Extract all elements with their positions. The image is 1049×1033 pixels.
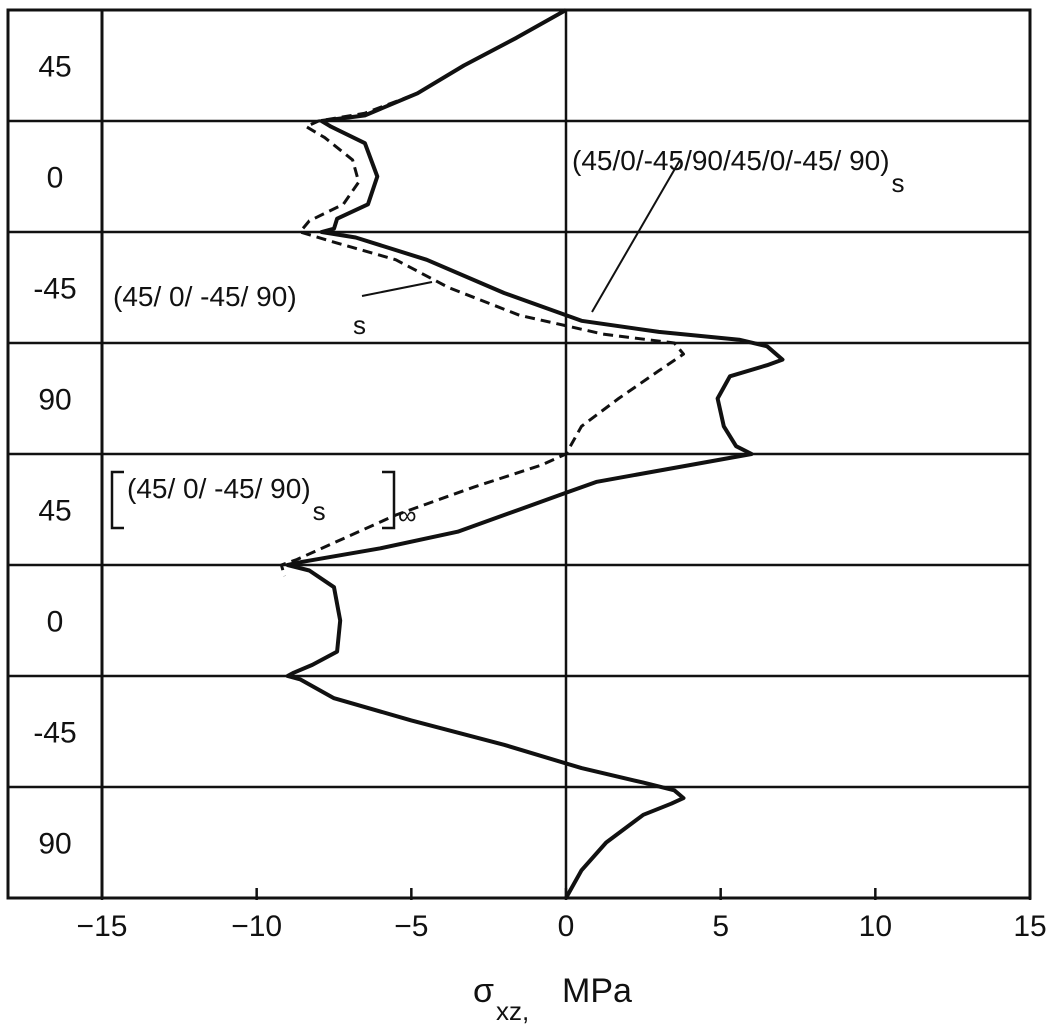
axis-frame	[6, 8, 1032, 900]
x-tick-label: 0	[558, 910, 575, 943]
layer-separator-lines	[8, 119, 1030, 789]
plot-frame	[6, 8, 1032, 900]
series-b-annotation-main: (45/ 0/ -45/ 90)	[113, 281, 297, 312]
x-tick-label: −10	[231, 910, 282, 943]
bracket-annotation-main: (45/ 0/ -45/ 90)	[127, 473, 311, 504]
x-axis-label-sub: xz,	[496, 996, 529, 1026]
ply-labels: 45 0 -45 90 45 0 -45 90	[33, 51, 76, 861]
ply-label: 90	[38, 828, 71, 861]
series-a-annotation-main: (45/0/-45/90/45/0/-45/ 90)	[572, 145, 890, 176]
bracket-right	[382, 470, 396, 530]
ply-label: -45	[33, 273, 76, 306]
bracket-left	[110, 470, 124, 530]
ply-label: 0	[47, 162, 64, 195]
series-lines	[279, 8, 785, 899]
ply-label: 45	[38, 495, 71, 528]
series-b-annotation: (45/ 0/ -45/ 90)	[113, 281, 297, 312]
series-a-annotation-sub: s	[892, 168, 905, 198]
bracket-annotation: (45/ 0/ -45/ 90)s	[127, 473, 326, 526]
ply-label: 45	[38, 51, 71, 84]
series-a-annotation: (45/0/-45/90/45/0/-45/ 90)s	[572, 145, 905, 198]
ply-label: 90	[38, 384, 71, 417]
series-a-leader-line	[591, 159, 681, 313]
series-line-solid	[285, 8, 785, 899]
annotations: (45/0/-45/90/45/0/-45/ 90)s (45/ 0/ -45/…	[110, 145, 905, 530]
x-tick-label: 5	[712, 910, 729, 943]
x-axis-label: σ xz, MPa	[473, 972, 632, 1026]
series-b-leader-line	[361, 281, 433, 297]
x-tick-label: −15	[77, 910, 128, 943]
ply-label: 0	[47, 606, 64, 639]
x-tick-label: −5	[394, 910, 428, 943]
x-tick-label: 15	[1013, 910, 1046, 943]
x-ticks: −15 −10 −5 0 5 10 15	[77, 888, 1047, 943]
series-line-dashed	[279, 8, 685, 577]
bracket-annotation-suffix: ∞	[398, 500, 417, 530]
bracket-annotation-sub: s	[313, 496, 326, 526]
x-tick-label: 10	[859, 910, 892, 943]
x-axis-label-unit: MPa	[562, 972, 632, 1010]
ply-label: -45	[33, 717, 76, 750]
series-b-annotation-sub: s	[353, 310, 366, 340]
x-axis-label-main: σ	[473, 972, 494, 1010]
